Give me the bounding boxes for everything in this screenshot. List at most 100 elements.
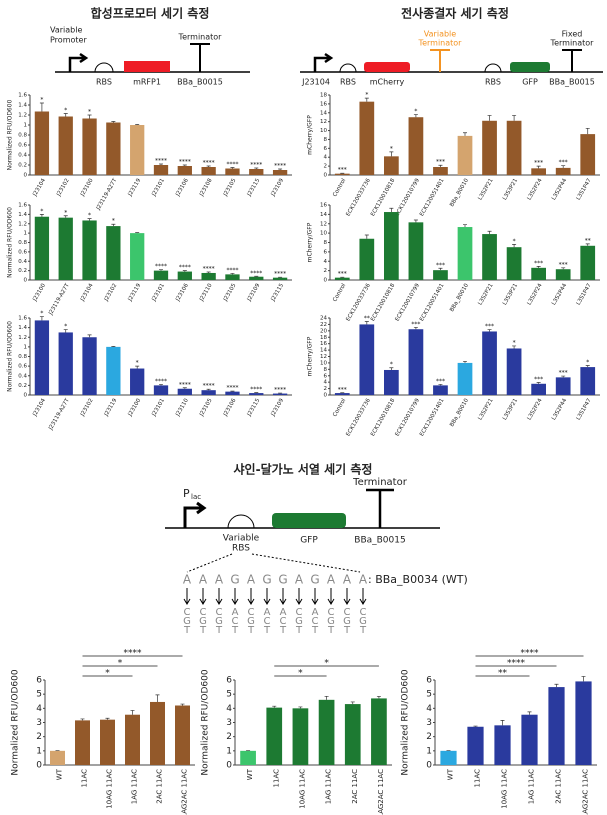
error-bar (80, 718, 85, 721)
error-bar (554, 683, 559, 688)
bar (359, 324, 375, 395)
terminator-diagram (300, 49, 603, 73)
bar (408, 222, 424, 280)
bar (225, 168, 240, 175)
error-bar (230, 273, 235, 275)
y-tick-label: 0.6 (18, 143, 27, 149)
x-tick-label: L3S2P44 (551, 282, 568, 306)
y-tick-label: 0 (24, 393, 28, 399)
mutation: C (344, 607, 351, 618)
x-tick-label: ECK120010799 (395, 177, 422, 217)
comparison-label: * (324, 659, 329, 669)
x-tick-label: J23101 (151, 283, 166, 303)
x-tick-label: 11AC (81, 769, 89, 788)
bar (34, 320, 50, 395)
y-tick-label: 18 (320, 335, 327, 341)
error-bar (376, 695, 381, 699)
significance: *** (559, 159, 568, 166)
mutation: T (215, 625, 223, 636)
error-bar (105, 717, 110, 720)
mutation: T (263, 625, 271, 636)
y-tick-label: 1.6 (18, 93, 27, 99)
bar (249, 393, 264, 395)
bar (249, 169, 264, 175)
y-axis-label: Normalized RFU/OD600 (7, 99, 14, 170)
mutation: T (231, 625, 239, 636)
x-tick-label: J23101 (151, 178, 166, 198)
significance: *** (534, 260, 543, 267)
significance: * (390, 361, 393, 368)
x-tick-label: ECK120010818 (370, 177, 397, 217)
bar (153, 385, 169, 395)
label: GFP (522, 78, 538, 87)
error-bar (463, 224, 467, 228)
x-tick-label: L3S1P47 (576, 397, 593, 421)
arrow (359, 588, 367, 605)
y-tick-label: 1.6 (18, 316, 27, 322)
error-bar (298, 706, 303, 709)
mutation: A (232, 607, 239, 618)
y-tick-label: 6 (36, 676, 42, 686)
x-tick-label: BBa_B0010 (449, 397, 470, 428)
x-tick-label: ECK120051401 (419, 283, 445, 323)
y-tick-label: 6 (324, 373, 328, 379)
y-tick-label: 12 (320, 221, 327, 227)
significance: * (88, 109, 91, 116)
comparison-label: ** (498, 669, 508, 679)
y-tick-label: 22 (320, 322, 327, 328)
error-bar (536, 165, 541, 169)
mutation: C (312, 616, 319, 627)
bar (177, 388, 192, 395)
significance: **** (155, 378, 167, 385)
y-tick-label: 1.6 (18, 203, 27, 209)
error-bar (135, 124, 140, 125)
y-tick-label: 4 (226, 704, 232, 714)
y-tick-label: 1.2 (18, 335, 27, 341)
error-bar (254, 167, 259, 169)
x-tick-label: J23106 (222, 397, 238, 418)
error-bar (39, 102, 44, 112)
error-bar (111, 223, 116, 227)
significance: *** (534, 376, 543, 383)
y-tick-label: 4 (324, 380, 328, 386)
label: Fixed (562, 30, 583, 39)
error-bar (155, 694, 160, 702)
y-tick-label: 0 (226, 761, 232, 771)
y-tick-label: 10 (320, 231, 327, 237)
x-tick-label: J23100 (79, 177, 95, 198)
x-tick-label: ECK120010799 (395, 282, 422, 322)
bar (106, 122, 121, 175)
label: RBS (96, 78, 112, 87)
x-tick-label: J23100 (127, 397, 143, 418)
bar (34, 111, 50, 175)
y-tick-label: 2 (226, 732, 232, 742)
error-bar (364, 234, 369, 239)
x-tick-label: J23104 (79, 282, 95, 303)
significance: *** (485, 323, 494, 330)
x-tick-label: 1AG 11AC (528, 769, 536, 804)
bar (482, 120, 497, 175)
label: Terminator (178, 33, 223, 42)
y-tick-label: 0.6 (18, 364, 27, 370)
y-tick-label: 2 (324, 386, 328, 392)
bar (177, 271, 192, 280)
bar (125, 714, 140, 765)
bar (555, 377, 571, 395)
bar (521, 714, 538, 765)
error-bar (389, 151, 394, 157)
base: A (359, 573, 368, 587)
x-tick-label: ECK120051401 (419, 178, 445, 218)
bar (433, 385, 448, 395)
error-bar (159, 384, 163, 386)
bar (130, 233, 145, 280)
x-tick-label: J23108 (198, 177, 214, 198)
x-tick-label: 2AC 11AC (351, 769, 359, 804)
label: P (183, 487, 190, 500)
significance: **** (226, 267, 238, 274)
significance: * (513, 238, 516, 245)
bar (201, 167, 216, 175)
bar (153, 165, 169, 175)
bar (82, 118, 97, 175)
base: G (230, 573, 239, 587)
error-bar (536, 382, 541, 384)
